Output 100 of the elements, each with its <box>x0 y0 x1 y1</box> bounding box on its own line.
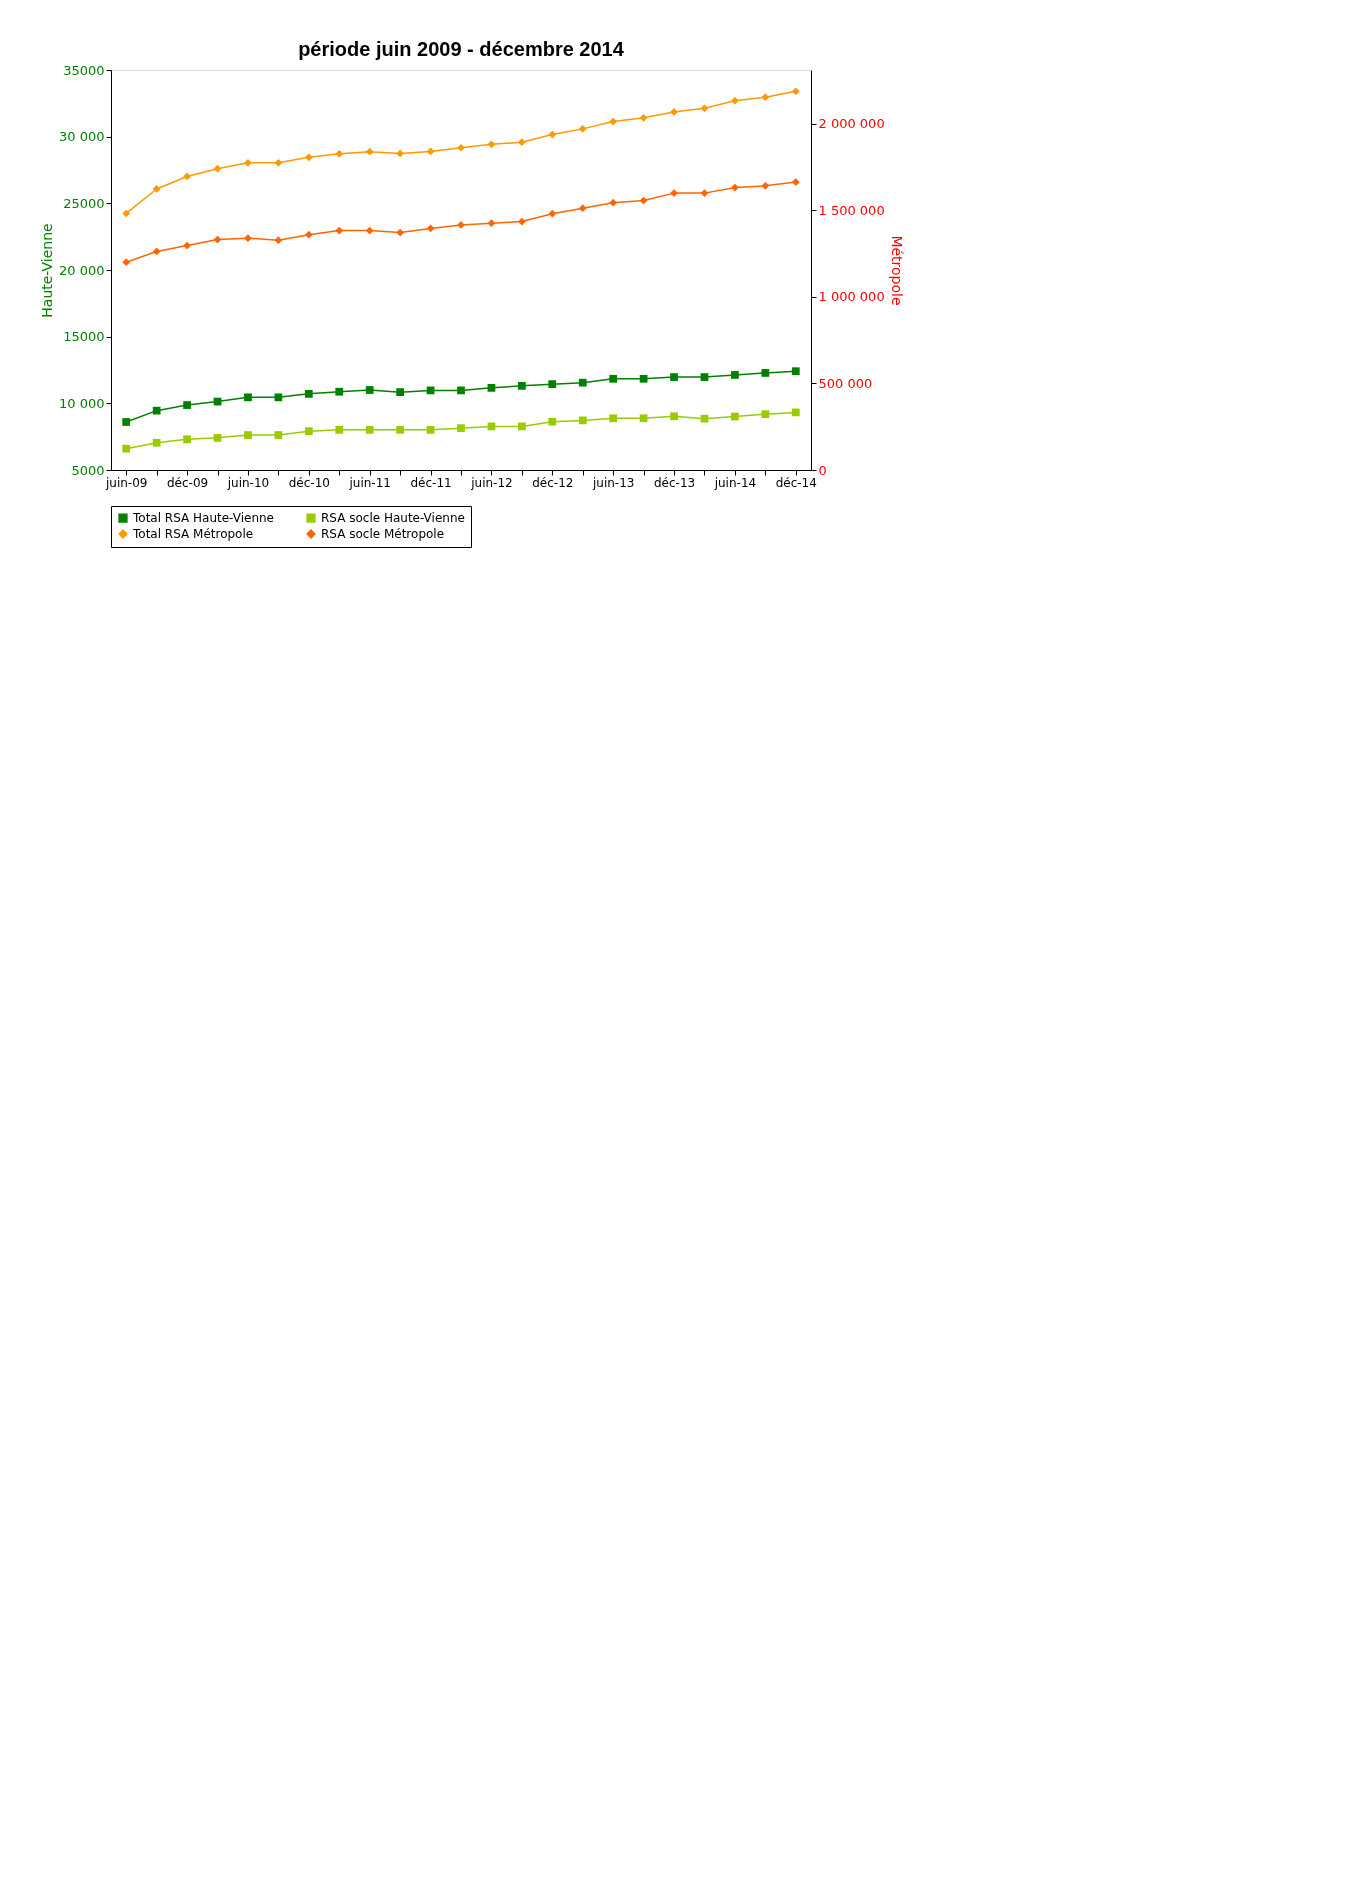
point <box>700 104 709 113</box>
x-tick-label: déc-10 <box>288 475 330 490</box>
point <box>548 130 557 139</box>
point <box>548 380 557 389</box>
point <box>548 209 557 218</box>
point <box>518 422 526 431</box>
point <box>304 427 313 436</box>
point <box>335 425 344 434</box>
x-tick-label: déc-13 <box>653 475 696 490</box>
point <box>457 143 465 152</box>
point <box>244 158 252 167</box>
point <box>518 381 526 390</box>
y-tick-label: 30 000 <box>59 129 105 145</box>
y-tick-label: 20 000 <box>59 262 105 278</box>
y2-tick-label: 2 000 000 <box>818 116 885 132</box>
point <box>670 412 678 421</box>
point <box>274 158 283 167</box>
y2-tick-label: 1 500 000 <box>818 202 885 218</box>
point <box>731 371 739 379</box>
point <box>761 410 770 419</box>
point <box>791 87 800 96</box>
point <box>152 438 161 447</box>
point <box>609 198 618 207</box>
x-tick-label: déc-12 <box>532 475 574 490</box>
point <box>639 374 648 383</box>
x-tick-label: juin-14 <box>713 475 757 490</box>
point <box>213 164 222 173</box>
point <box>365 226 374 235</box>
point <box>518 217 526 226</box>
y-tick-label: 5000 <box>71 462 105 478</box>
legend-label: RSA socle Métropole <box>321 527 445 541</box>
point <box>396 425 404 434</box>
point <box>274 393 283 402</box>
point <box>609 117 618 126</box>
point <box>731 96 739 105</box>
y2-tick-label: 500 000 <box>818 375 873 391</box>
point <box>274 236 283 245</box>
point <box>122 258 131 267</box>
point <box>152 406 161 415</box>
point <box>274 431 283 439</box>
point <box>761 93 770 102</box>
point <box>365 147 374 156</box>
point <box>791 408 800 417</box>
point <box>244 393 252 402</box>
point <box>670 189 678 197</box>
y2-axis-title: Métropole <box>888 235 905 306</box>
point <box>152 247 161 256</box>
point <box>639 414 648 423</box>
point <box>244 234 252 243</box>
point <box>183 241 191 250</box>
point <box>396 228 404 237</box>
point <box>122 444 131 453</box>
x-tick-label: juin-10 <box>226 475 270 490</box>
y-tick-label: 10 000 <box>59 395 105 411</box>
point <box>122 209 131 218</box>
x-tick-label: juin-12 <box>470 475 513 490</box>
point <box>304 153 313 162</box>
point <box>183 435 191 444</box>
point <box>731 412 739 421</box>
point <box>396 149 404 158</box>
point <box>365 386 374 394</box>
point <box>761 369 770 377</box>
point <box>213 433 222 442</box>
point <box>487 383 496 392</box>
point <box>609 374 618 383</box>
point <box>578 204 587 213</box>
point <box>639 196 648 205</box>
point <box>122 418 131 426</box>
point <box>396 388 404 397</box>
point <box>578 416 587 425</box>
point <box>609 414 618 423</box>
legend-label: Total RSA Métropole <box>132 527 254 541</box>
point <box>791 367 800 376</box>
point <box>578 125 587 133</box>
y-tick-label: 35000 <box>63 62 105 78</box>
legend-label: RSA socle Haute-Vienne <box>321 511 465 526</box>
point <box>365 425 374 434</box>
point <box>670 108 678 116</box>
x-tick-label: déc-09 <box>166 475 209 490</box>
point <box>578 378 587 387</box>
point <box>457 424 465 433</box>
point <box>183 172 191 181</box>
point <box>335 387 344 396</box>
point <box>152 185 161 193</box>
y2-tick-label: 0 <box>818 462 827 478</box>
point <box>670 373 678 381</box>
point <box>700 189 709 197</box>
point <box>183 401 191 409</box>
x-tick-label: juin-09 <box>104 475 148 490</box>
legend-label: Total RSA Haute-Vienne <box>132 511 274 526</box>
point <box>761 181 770 190</box>
y-tick-label: 15000 <box>63 329 105 345</box>
point <box>426 147 435 156</box>
point <box>639 113 648 122</box>
x-tick-label: déc-14 <box>775 475 817 490</box>
y-tick-label: 25000 <box>63 195 105 211</box>
point <box>518 138 526 147</box>
point <box>700 373 709 381</box>
chart-title: période juin 2009 - décembre 2014 <box>298 38 625 60</box>
point <box>487 219 496 228</box>
